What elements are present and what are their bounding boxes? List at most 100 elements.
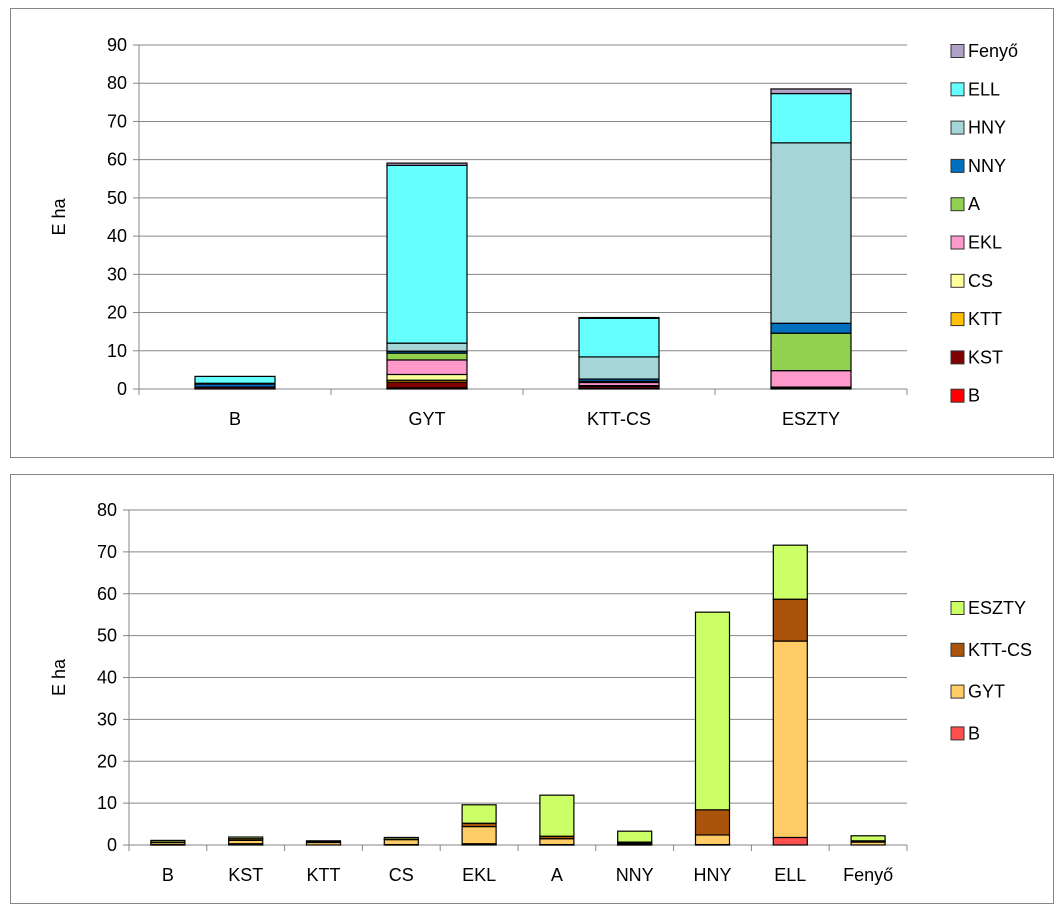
- chart1-xtick-label-gyt: GYT: [408, 409, 445, 429]
- chart2-ytick-label: 20: [97, 751, 117, 771]
- chart1-legend-swatch-ekl: [950, 235, 965, 250]
- chart2-xtick-label-a: A: [551, 865, 563, 885]
- chart2-bar-ekl-eszty: [461, 804, 497, 824]
- chart2-xtick-label-b: B: [162, 865, 174, 885]
- chart1-legend-label-hny: HNY: [968, 118, 1006, 138]
- chart2-bar-ell-ktt-cs: [772, 598, 808, 642]
- chart1-legend-label-ell: ELL: [968, 79, 1000, 99]
- chart1-bar-eszty-ell: [770, 92, 852, 144]
- chart2-ytick-label: 10: [97, 793, 117, 813]
- chart1-legend-swatch-ell: [950, 82, 965, 97]
- chart2-legend-swatch-gyt: [950, 684, 965, 699]
- chart2-xtick-label-nny: NNY: [616, 865, 654, 885]
- chart2-bar-hny-eszty: [694, 611, 731, 811]
- chart2-xtick-label-ekl: EKL: [462, 865, 496, 885]
- chart1-legend-label-a: A: [968, 194, 980, 214]
- chart1-ytick-label: 50: [107, 188, 127, 208]
- chart1-legend-swatch-a: [950, 197, 965, 212]
- chart2-legend-swatch-eszty: [950, 601, 965, 615]
- chart1-legend-label-nny: NNY: [968, 156, 1006, 176]
- chart1-bar-gyt-fenyo: [386, 162, 468, 167]
- chart1-legend-swatch-kst: [950, 350, 965, 365]
- chart2-ytick-label: 40: [97, 668, 117, 688]
- chart2-bar-hny-gyt: [694, 834, 731, 846]
- chart1-legend-swatch-fenyo: [950, 44, 965, 58]
- chart2-legend-label-ktt-cs: KTT-CS: [968, 640, 1032, 660]
- chart1-ytick-label: 80: [107, 73, 127, 93]
- chart-1-svg: 0 10 20 30 40 50 60 70 80 90 E ha B GYT KTT-CS ESZTY Fe…: [49, 35, 1018, 429]
- chart2-y-axis-label: E ha: [49, 658, 69, 696]
- chart2-xtick-label-ell: ELL: [774, 865, 806, 885]
- chart2-legend-label-eszty: ESZTY: [968, 598, 1026, 618]
- chart2-legend-label-b: B: [968, 723, 980, 743]
- chart2-ytick-label: 70: [97, 542, 117, 562]
- chart2-xtick-label-cs: CS: [389, 865, 414, 885]
- chart1-bar-eszty-hny: [770, 142, 852, 324]
- chart2-bar-cs-eszty: [383, 836, 419, 840]
- chart-1-frame: 0 10 20 30 40 50 60 70 80 90 E ha B GYT KTT-CS ESZTY Fe…: [10, 8, 1054, 458]
- chart1-ytick-label: 60: [107, 150, 127, 170]
- chart1-legend-swatch-ktt: [950, 312, 965, 327]
- chart1-legend-label-ekl: EKL: [968, 233, 1002, 253]
- chart1-ytick-label: 90: [107, 35, 127, 55]
- chart2-ytick-label: 50: [97, 626, 117, 646]
- chart1-bar-gyt-cs: [386, 373, 468, 381]
- chart1-bar-eszty-nny: [770, 322, 852, 334]
- chart2-bar-ell-b: [772, 836, 808, 846]
- chart1-bar-eszty-a: [770, 332, 852, 372]
- chart1-legend-label-ktt: KTT: [968, 309, 1002, 329]
- chart-2-svg: 0 10 20 30 40 50 60 70 80 E ha B KST KTT CS EKL A NNY HNY…: [49, 500, 1032, 885]
- chart2-bar-kst-eszty: [228, 836, 264, 840]
- chart1-xtick-label-b: B: [229, 409, 241, 429]
- chart1-legend-label-fenyo: Fenyő: [968, 41, 1018, 61]
- chart1-bar-ktt-cs-fenyo: [578, 316, 660, 319]
- chart2-legend-swatch-b: [950, 726, 965, 741]
- chart1-bar-gyt-ekl: [386, 359, 468, 376]
- chart2-bar-ekl-gyt: [461, 825, 497, 845]
- chart1-ytick-label: 0: [117, 379, 127, 399]
- chart1-legend-label-kst: KST: [968, 347, 1003, 367]
- chart1-xtick-label-ktt-cs: KTT-CS: [587, 409, 651, 429]
- chart1-legend-label-cs: CS: [968, 271, 993, 291]
- chart2-bar-ell-eszty: [772, 544, 808, 600]
- chart1-ytick-label: 40: [107, 226, 127, 246]
- chart2-bar-a-gyt: [539, 838, 575, 846]
- chart2-legend-swatch-ktt-cs: [950, 642, 965, 657]
- chart2-xtick-label-kst: KST: [228, 865, 263, 885]
- chart1-y-axis-label: E ha: [49, 197, 69, 235]
- chart1-legend-swatch-hny: [950, 120, 965, 135]
- chart1-legend-swatch-cs: [950, 273, 965, 288]
- chart2-ytick-label: 60: [97, 584, 117, 604]
- chart1-legend-swatch-b: [950, 388, 965, 403]
- chart2-bar-a-eszty: [539, 794, 575, 837]
- chart2-bar-hny-ktt-cs: [694, 809, 731, 836]
- chart-2-frame: 0 10 20 30 40 50 60 70 80 E ha B KST KTT CS EKL A NNY HNY…: [10, 474, 1054, 904]
- chart2-xtick-label-ktt: KTT: [307, 865, 341, 885]
- chart1-legend-swatch-nny: [950, 158, 965, 173]
- chart1-ytick-label: 20: [107, 303, 127, 323]
- chart1-bar-b-ell: [194, 375, 276, 384]
- chart2-bar-b-eszty: [150, 839, 186, 843]
- chart2-bar-fenyo-eszty: [850, 835, 886, 842]
- chart2-ytick-label: 80: [97, 500, 117, 520]
- chart2-legend-label-gyt: GYT: [968, 682, 1005, 702]
- chart2-ytick-label: 0: [107, 835, 117, 855]
- chart1-xtick-label-eszty: ESZTY: [782, 409, 840, 429]
- chart2-bar-nny-eszty: [617, 830, 653, 843]
- chart2-xtick-label-hny: HNY: [693, 865, 731, 885]
- chart1-bar-gyt-ell: [386, 164, 468, 344]
- chart1-ytick-label: 10: [107, 341, 127, 361]
- chart2-bar-ell-gyt: [772, 640, 808, 839]
- chart1-ytick-label: 30: [107, 264, 127, 284]
- chart1-ytick-label: 70: [107, 111, 127, 131]
- chart2-ytick-label: 30: [97, 709, 117, 729]
- chart1-bar-gyt-kst: [386, 381, 468, 389]
- chart1-bar-ktt-cs-ell: [578, 317, 660, 358]
- chart1-bar-gyt-hny: [386, 342, 468, 352]
- chart1-bar-eszty-fenyo: [770, 88, 852, 95]
- chart2-bar-ktt-eszty: [305, 840, 342, 843]
- chart2-xtick-label-fenyo: Fenyő: [843, 865, 893, 885]
- chart1-bar-ktt-cs-hny: [578, 356, 660, 380]
- chart1-bar-gyt-a: [386, 352, 468, 361]
- chart2-bar-cs-gyt: [383, 838, 419, 846]
